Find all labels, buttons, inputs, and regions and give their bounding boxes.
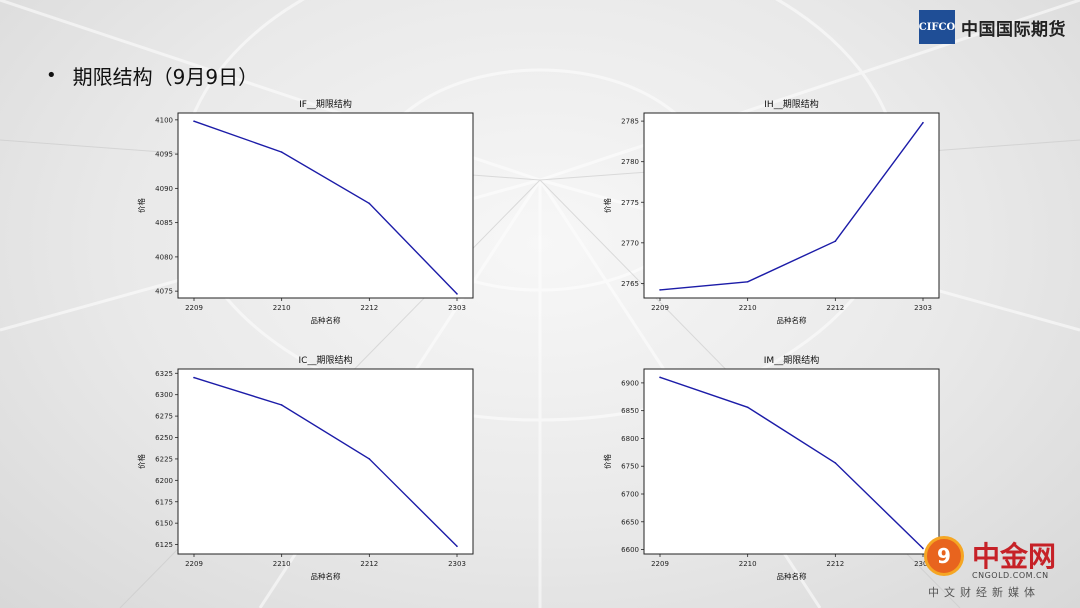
data-point: [746, 280, 749, 283]
y-tick-label: 2770: [621, 239, 639, 247]
y-axis-label: 价格: [136, 198, 146, 213]
chart-im: IM__期限结构 6600 6650 6700 6750 6800 6850 6900 2209…: [602, 351, 944, 591]
x-tick-label: 2210: [273, 304, 291, 312]
y-tick-label: 2780: [621, 158, 639, 166]
data-point: [659, 376, 661, 379]
y-tick-label: 4080: [155, 253, 173, 261]
plot-area: [177, 368, 474, 555]
watermark-domain: CNGOLD.COM.CN: [972, 571, 1049, 580]
y-tick-label: 4100: [155, 116, 173, 124]
series-line: [193, 120, 458, 295]
data-point: [456, 545, 458, 548]
x-tick-label: 2209: [185, 560, 203, 568]
chart-svg: IC__期限结构 6125 6150 6175 6200 6225 6250 6275 6300…: [136, 354, 474, 581]
x-tick-label: 2209: [651, 304, 669, 312]
y-axis-label: 价格: [136, 454, 146, 469]
data-point: [193, 376, 195, 379]
y-tick-label: 6850: [621, 407, 639, 415]
y-tick-label: 6200: [155, 477, 173, 485]
x-tick-label: 2303: [914, 560, 932, 568]
y-tick-label: 6150: [155, 520, 173, 528]
chart-svg: IH__期限结构 2765 2770 2775 2780 2785 2209 2210 2212…: [602, 98, 940, 325]
chart-ic: IC__期限结构 6125 6150 6175 6200 6225 6250 6275 6300…: [136, 351, 478, 591]
logo-mark: CIFCO: [919, 10, 955, 44]
data-point: [368, 458, 371, 460]
y-tick-label: 4075: [155, 288, 173, 296]
y-tick-label: 6300: [155, 391, 173, 399]
x-tick-label: 2303: [448, 304, 466, 312]
y-tick-label: 6900: [621, 379, 639, 387]
y-tick-label: 4085: [155, 219, 173, 227]
y-tick-label: 2775: [621, 199, 639, 207]
data-point: [659, 289, 661, 291]
x-tick-label: 2303: [914, 304, 932, 312]
cngold-logo-icon: 9: [924, 536, 964, 576]
logo-name: 中国国际期货: [961, 19, 1066, 40]
data-point: [922, 121, 924, 124]
data-point: [746, 406, 749, 409]
x-axis-label: 品种名称: [311, 315, 341, 325]
x-tick-label: 2303: [448, 560, 466, 568]
x-tick-label: 2212: [360, 304, 378, 312]
chart-ih: IH__期限结构 2765 2770 2775 2780 2785 2209 2210 2212…: [602, 95, 944, 335]
y-tick-label: 2785: [621, 118, 639, 126]
chart-if: IF__期限结构 4075 4080 4085 4090 4095 4100 2209 2210…: [136, 95, 478, 335]
x-axis-label: 品种名称: [777, 315, 807, 325]
y-tick-label: 6700: [621, 491, 639, 499]
data-point: [368, 202, 371, 205]
x-tick-label: 2212: [826, 304, 844, 312]
data-point: [193, 120, 195, 123]
cngold-watermark: 9 中金网 CNGOLD.COM.CN 中文财经新媒体: [922, 530, 1072, 600]
plot-area: [177, 112, 474, 299]
series-line: [659, 376, 924, 549]
data-point: [834, 462, 837, 464]
chart-title: IH__期限结构: [764, 98, 818, 110]
y-tick-label: 4095: [155, 151, 173, 159]
plot-area: [643, 112, 940, 299]
x-tick-label: 2209: [185, 304, 203, 312]
x-tick-label: 2210: [739, 304, 757, 312]
data-point: [280, 404, 283, 406]
chart-title: IM__期限结构: [764, 354, 819, 366]
y-tick-label: 6600: [621, 546, 639, 554]
chart-title: IF__期限结构: [299, 98, 352, 110]
chart-title: IC__期限结构: [299, 354, 353, 366]
y-tick-label: 6750: [621, 463, 639, 471]
y-tick-label: 4090: [155, 185, 173, 193]
x-axis-label: 品种名称: [311, 571, 341, 581]
y-tick-label: 6225: [155, 455, 173, 463]
y-tick-label: 6650: [621, 518, 639, 526]
y-tick-label: 6250: [155, 434, 173, 442]
y-tick-label: 6325: [155, 370, 173, 378]
y-axis-label: 价格: [602, 454, 612, 469]
y-tick-label: 6800: [621, 435, 639, 443]
plot-area: [643, 368, 940, 555]
series-line: [659, 122, 924, 291]
chart-svg: IF__期限结构 4075 4080 4085 4090 4095 4100 2209 2210…: [136, 98, 474, 325]
watermark-title: 中金网: [972, 540, 1057, 573]
company-logo: CIFCO 中国国际期货: [919, 10, 1066, 44]
x-tick-label: 2212: [826, 560, 844, 568]
series-line: [193, 376, 458, 547]
slide-heading: • 期限结构（9月9日）: [46, 61, 258, 90]
y-axis-label: 价格: [602, 198, 612, 213]
chart-svg: IM__期限结构 6600 6650 6700 6750 6800 6850 6900 2209…: [602, 354, 940, 581]
data-point: [280, 151, 283, 153]
data-point: [922, 547, 924, 550]
x-tick-label: 2212: [360, 560, 378, 568]
watermark-subtitle: 中文财经新媒体: [928, 586, 1040, 599]
y-tick-label: 6125: [155, 541, 173, 549]
slide-title: 期限结构（9月9日）: [72, 65, 259, 89]
x-tick-label: 2210: [739, 560, 757, 568]
y-tick-label: 6175: [155, 498, 173, 506]
data-point: [834, 240, 837, 243]
y-tick-label: 2765: [621, 280, 639, 288]
y-tick-label: 6275: [155, 413, 173, 421]
data-point: [456, 293, 458, 295]
x-axis-label: 品种名称: [777, 571, 807, 581]
x-tick-label: 2209: [651, 560, 669, 568]
bullet-icon: •: [46, 65, 57, 86]
x-tick-label: 2210: [273, 560, 291, 568]
